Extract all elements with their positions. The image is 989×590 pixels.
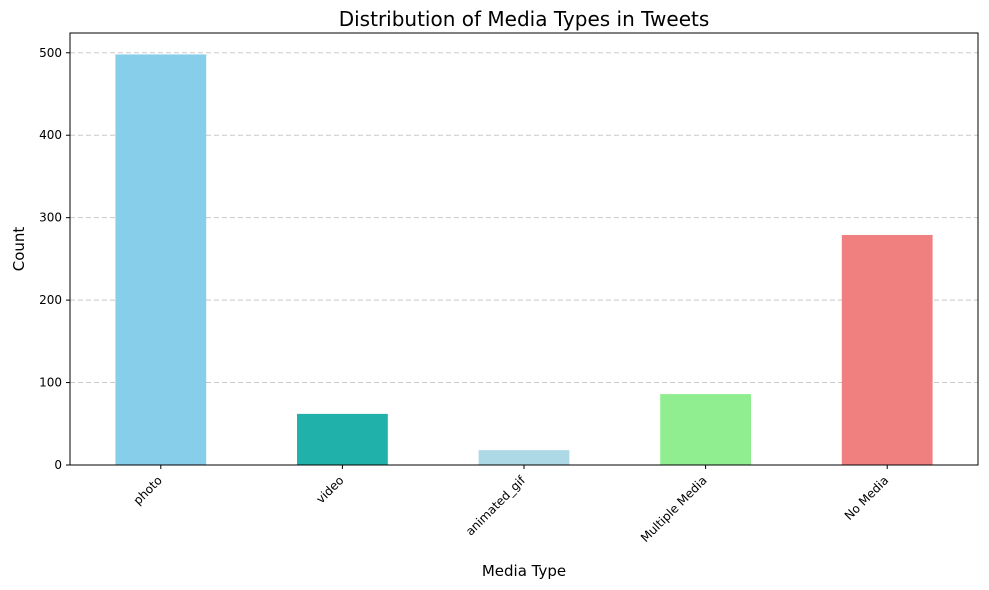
- x-tick-label: No Media: [842, 473, 892, 523]
- bar-video: [297, 413, 388, 465]
- chart-title: Distribution of Media Types in Tweets: [339, 7, 710, 31]
- y-tick-label: 0: [54, 458, 62, 472]
- y-tick-label: 300: [39, 211, 62, 225]
- x-tick-label: animated_gif: [463, 473, 529, 539]
- bars: [115, 54, 933, 465]
- x-axis-ticks: photo video animated_gif Multiple Media No M…: [131, 465, 892, 545]
- x-tick-label: photo: [131, 473, 165, 507]
- y-tick-label: 500: [39, 46, 62, 60]
- bar-photo: [115, 54, 207, 465]
- bar-animated-gif: [478, 450, 570, 465]
- x-axis-label: Media Type: [482, 562, 566, 580]
- gridlines: [70, 52, 978, 384]
- bar-no-media: [841, 234, 933, 465]
- y-axis-label: Count: [10, 227, 28, 272]
- y-axis-ticks: 0 100 200 300 400 500: [39, 46, 70, 472]
- y-tick-label: 200: [39, 293, 62, 307]
- y-tick-label: 100: [39, 376, 62, 390]
- x-tick-label: video: [313, 473, 346, 506]
- x-tick-label: Multiple Media: [638, 473, 710, 545]
- bar-multiple-media: [660, 394, 751, 465]
- y-tick-label: 400: [39, 128, 62, 142]
